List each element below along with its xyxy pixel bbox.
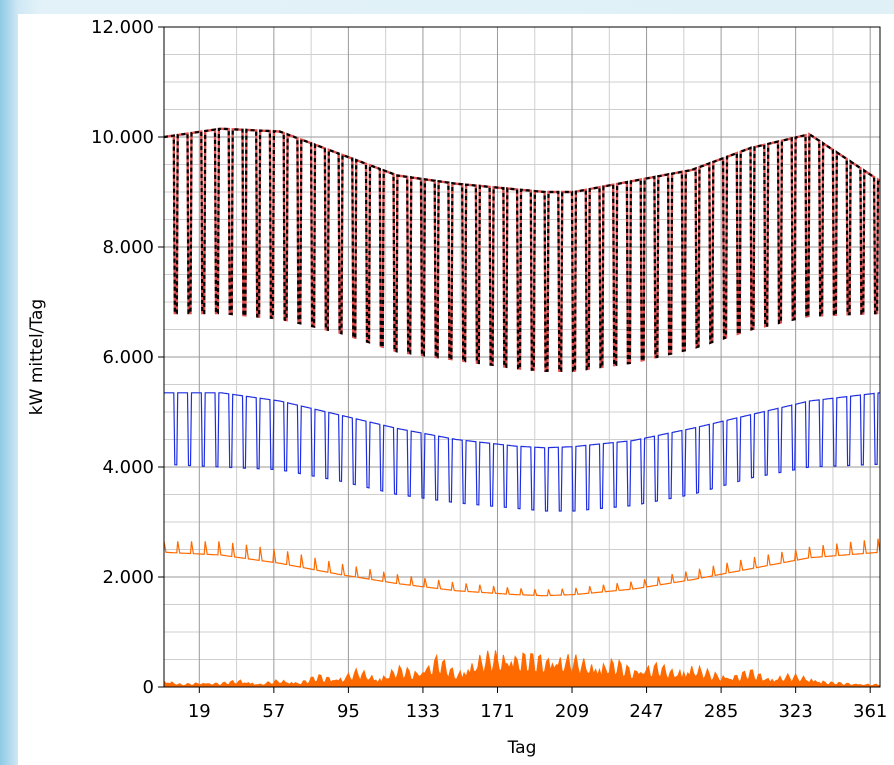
chart-panel: 0 2.000 4.000 6.000 8.000 10.000 12.000 19 57 95…: [18, 14, 894, 765]
x-tick-label: 285: [704, 701, 738, 722]
y-axis-title: kW mittel/Tag: [27, 299, 47, 415]
y-tick-label: 8.000: [102, 237, 154, 258]
power-chart: 0 2.000 4.000 6.000 8.000 10.000 12.000 19 57 95…: [27, 17, 887, 758]
x-tick-label: 57: [262, 701, 285, 722]
series-line-3: [164, 127, 880, 372]
x-tick-label: 209: [555, 701, 589, 722]
y-tick-label: 0: [143, 677, 154, 698]
grid-major: [164, 26, 880, 688]
x-axis-ticks: 19 57 95 133 171 209 247 285 323 361: [188, 687, 887, 722]
series-area-0: [164, 650, 880, 687]
y-tick-label: 2.000: [102, 567, 154, 588]
x-axis-title: Tag: [507, 738, 537, 758]
y-tick-label: 6.000: [102, 347, 154, 368]
series-layer: [164, 127, 880, 687]
x-tick-label: 323: [778, 701, 812, 722]
series-line-1: [164, 538, 880, 597]
y-axis-ticks: 0 2.000 4.000 6.000 8.000 10.000 12.000: [91, 17, 164, 698]
y-tick-label: 12.000: [91, 17, 154, 38]
x-tick-label: 361: [853, 701, 887, 722]
y-tick-label: 4.000: [102, 457, 154, 478]
y-tick-label: 10.000: [91, 127, 154, 148]
series-line-4: [164, 127, 880, 372]
x-tick-label: 247: [629, 701, 663, 722]
series-line-2: [164, 392, 880, 512]
x-tick-label: 171: [480, 701, 514, 722]
x-tick-label: 133: [406, 701, 440, 722]
x-tick-label: 95: [337, 701, 360, 722]
x-tick-label: 19: [188, 701, 211, 722]
